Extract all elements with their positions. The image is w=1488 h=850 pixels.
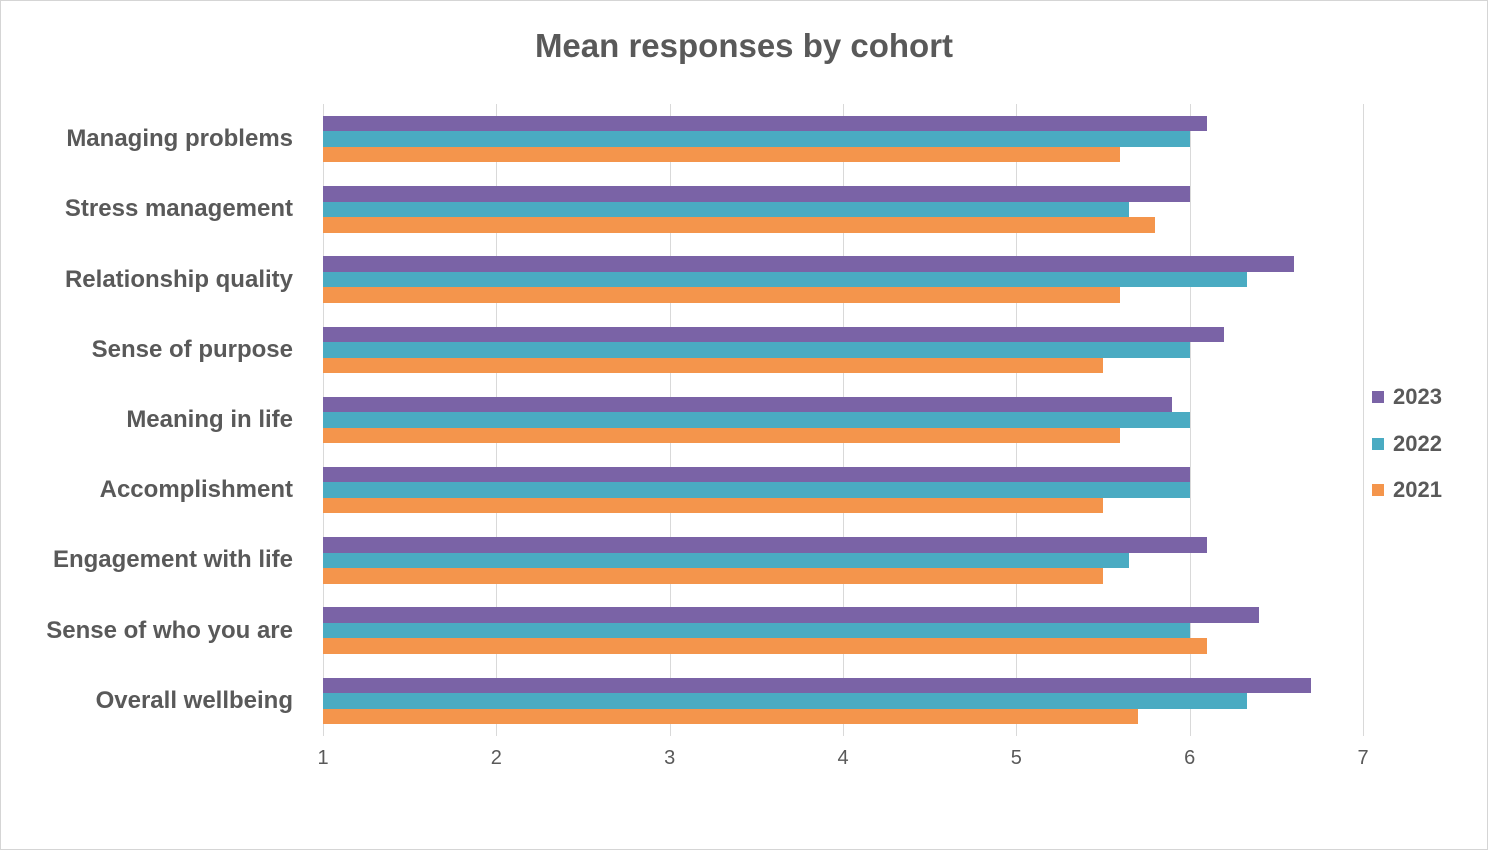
category-band-accomplishment: [323, 455, 1363, 525]
x-tick-7: 7: [1357, 747, 1369, 769]
legend-label-2021: 2021: [1393, 476, 1442, 502]
category-band-stress-management: [323, 174, 1363, 244]
bar-2022-stress-management: [323, 201, 1129, 218]
category-band-sense-of-purpose: [323, 315, 1363, 385]
category-label-sense-of-who-you-are: Sense of who you are: [46, 616, 293, 644]
legend-swatch-icon: [1372, 483, 1384, 496]
bar-2022-engagement-with-life: [323, 552, 1129, 569]
bar-2021-relationship-quality: [323, 287, 1121, 303]
bar-2022-managing-problems: [323, 131, 1190, 147]
x-axis-tick-labels: 1 2 3 4 5 6 7: [317, 745, 1368, 771]
category-band-engagement-with-life: [323, 525, 1363, 595]
category-label-sense-of-purpose: Sense of purpose: [91, 335, 293, 363]
bar-2022-accomplishment: [323, 482, 1190, 498]
bar-2022-meaning-in-life: [323, 412, 1190, 428]
category-label-managing-problems: Managing problems: [66, 125, 293, 153]
bar-2023-managing-problems: [323, 115, 1207, 132]
bar-2021-meaning-in-life: [323, 427, 1121, 444]
bar-2023-meaning-in-life: [323, 396, 1173, 413]
bar-2022-relationship-quality: [323, 271, 1247, 288]
bar-2022-overall-wellbeing: [323, 693, 1247, 709]
bar-2022-sense-of-purpose: [323, 342, 1190, 358]
category-band-managing-problems: [323, 104, 1363, 174]
legend-swatch-icon: [1372, 437, 1384, 450]
legend-swatch-icon: [1372, 391, 1384, 404]
x-tick-5: 5: [1010, 747, 1022, 769]
bar-2023-stress-management: [323, 186, 1190, 202]
category-label-engagement-with-life: Engagement with life: [52, 546, 293, 574]
bar-2023-sense-of-purpose: [323, 326, 1225, 343]
category-label-overall-wellbeing: Overall wellbeing: [95, 686, 293, 714]
category-axis-labels: Managing problems Stress management Relati…: [1, 104, 293, 736]
bar-2023-relationship-quality: [323, 256, 1294, 272]
x-tick-2: 2: [490, 747, 502, 769]
category-label-stress-management: Stress management: [64, 195, 293, 223]
chart-title: Mean responses by cohort: [534, 27, 954, 64]
bar-2021-sense-of-who-you-are: [323, 638, 1207, 654]
legend-label-2023: 2023: [1393, 384, 1442, 410]
bar-bands: [323, 104, 1363, 736]
category-band-meaning-in-life: [323, 385, 1363, 455]
bar-2021-stress-management: [323, 217, 1155, 233]
bar-2023-accomplishment: [323, 466, 1190, 483]
plot-area: [323, 104, 1364, 736]
category-band-sense-of-who-you-are: [323, 596, 1363, 666]
bar-2021-accomplishment: [323, 497, 1103, 514]
gridline-x-7: [1363, 104, 1364, 736]
legend-item-2023: 2023: [1372, 374, 1442, 420]
bar-2021-engagement-with-life: [323, 568, 1103, 584]
category-label-meaning-in-life: Meaning in life: [126, 405, 293, 433]
category-label-relationship-quality: Relationship quality: [64, 265, 293, 293]
bar-2023-overall-wellbeing: [323, 677, 1311, 694]
bar-2022-sense-of-who-you-are: [323, 622, 1190, 639]
bar-2023-engagement-with-life: [323, 537, 1207, 553]
x-tick-1: 1: [317, 747, 329, 769]
x-tick-3: 3: [664, 747, 676, 769]
bar-2023-sense-of-who-you-are: [323, 607, 1259, 623]
category-band-relationship-quality: [323, 244, 1363, 314]
legend-label-2022: 2022: [1393, 430, 1442, 456]
bar-2021-overall-wellbeing: [323, 708, 1138, 725]
category-label-accomplishment: Accomplishment: [99, 476, 293, 504]
bar-2021-sense-of-purpose: [323, 357, 1103, 374]
gridline-x-6: [1189, 104, 1191, 736]
category-band-overall-wellbeing: [323, 666, 1363, 736]
x-tick-6: 6: [1184, 747, 1196, 769]
legend: 2023 2022 2021: [1372, 374, 1442, 513]
bar-2021-managing-problems: [323, 146, 1121, 163]
legend-item-2021: 2021: [1372, 467, 1442, 513]
legend-item-2022: 2022: [1372, 420, 1442, 466]
x-tick-4: 4: [837, 747, 849, 769]
